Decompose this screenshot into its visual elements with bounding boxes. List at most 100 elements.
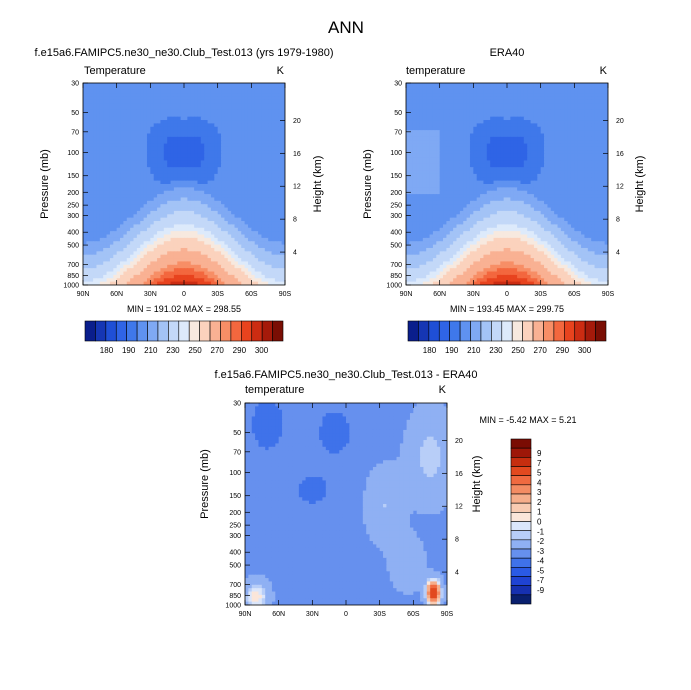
contour-cell — [278, 130, 283, 135]
contour-cell — [537, 136, 542, 141]
contour-cell — [214, 227, 219, 232]
contour-cell — [160, 274, 165, 279]
contour-cell — [449, 140, 454, 145]
contour-cell — [96, 271, 101, 276]
contour-cell — [456, 120, 461, 124]
contour-cell — [231, 86, 236, 91]
contour-cell — [93, 93, 98, 98]
contour-cell — [476, 93, 481, 98]
contour-cell — [210, 170, 215, 175]
contour-cell — [554, 150, 559, 155]
contour-cell — [281, 123, 285, 128]
contour-cell — [264, 180, 269, 185]
contour-cell — [244, 150, 249, 155]
contour-cell — [194, 241, 199, 246]
contour-cell — [247, 187, 252, 192]
contour-cell — [254, 194, 259, 199]
contour-cell — [268, 116, 273, 121]
contour-cell — [160, 200, 165, 205]
contour-cell — [136, 271, 141, 276]
contour-cell — [96, 86, 101, 91]
contour-cell — [180, 146, 185, 151]
contour-cell — [231, 163, 236, 168]
contour-cell — [517, 140, 522, 145]
contour-cell — [187, 113, 192, 118]
contour-cell — [217, 184, 222, 188]
contour-cell — [126, 93, 131, 98]
contour-cell — [153, 146, 158, 151]
contour-cell — [409, 133, 414, 138]
contour-cell — [577, 83, 582, 87]
contour-cell — [197, 237, 202, 242]
contour-cell — [271, 197, 276, 202]
contour-cell — [130, 197, 135, 202]
contour-cell — [214, 247, 219, 252]
contour-cell — [120, 163, 124, 168]
contour-cell — [113, 160, 118, 165]
contour-cell — [133, 157, 138, 162]
contour-cell — [500, 123, 505, 128]
contour-cell — [207, 130, 212, 135]
contour-cell — [224, 133, 229, 138]
contour-cell — [126, 210, 131, 215]
contour-cell — [106, 281, 111, 285]
contour-cell — [167, 204, 172, 209]
contour-cell — [96, 258, 101, 263]
contour-cell — [234, 237, 239, 242]
contour-cell — [244, 224, 249, 229]
contour-cell — [591, 93, 596, 98]
contour-cell — [123, 258, 128, 263]
contour-cell — [601, 103, 606, 108]
contour-cell — [251, 278, 256, 283]
contour-cell — [443, 130, 447, 135]
contour-cell — [503, 99, 508, 104]
contour-cell — [271, 153, 276, 158]
contour-cell — [113, 93, 118, 98]
contour-cell — [83, 180, 87, 185]
contour-cell — [123, 264, 128, 269]
contour-cell — [210, 160, 215, 165]
contour-cell — [231, 83, 236, 87]
contour-cell — [163, 210, 168, 215]
contour-cell — [204, 83, 209, 87]
contour-cell — [247, 254, 252, 259]
contour-cell — [544, 113, 548, 118]
contour-cell — [584, 146, 589, 151]
contour-cell — [221, 207, 225, 212]
contour-cell — [214, 143, 219, 148]
contour-cell — [476, 153, 481, 158]
contour-cell — [439, 153, 444, 158]
contour-cell — [103, 271, 108, 276]
contour-cell — [153, 160, 158, 165]
contour-cell — [281, 163, 285, 168]
contour-cell — [120, 184, 124, 188]
contour-cell — [146, 274, 151, 279]
contour-cell — [241, 150, 246, 155]
contour-cell — [278, 99, 283, 104]
contour-cell — [570, 86, 575, 91]
contour-cell — [207, 241, 212, 246]
contour-cell — [89, 217, 94, 222]
contour-cell — [96, 264, 101, 269]
contour-cell — [99, 214, 104, 219]
contour-cell — [210, 194, 215, 199]
contour-cell — [116, 157, 121, 162]
contour-cell — [214, 136, 219, 141]
contour-cell — [160, 167, 165, 172]
contour-cell — [194, 271, 199, 276]
contour-cell — [550, 126, 555, 131]
contour-cell — [153, 237, 158, 242]
contour-cell — [601, 106, 606, 111]
contour-cell — [157, 234, 162, 239]
contour-cell — [150, 258, 155, 263]
contour-cell — [241, 89, 246, 94]
contour-cell — [261, 163, 266, 168]
contour-cell — [554, 133, 559, 138]
contour-cell — [116, 268, 121, 273]
contour-cell — [217, 258, 222, 263]
contour-cell — [264, 231, 269, 236]
contour-cell — [537, 99, 542, 104]
contour-cell — [126, 237, 131, 242]
contour-cell — [86, 224, 91, 229]
contour-cell — [157, 96, 162, 101]
